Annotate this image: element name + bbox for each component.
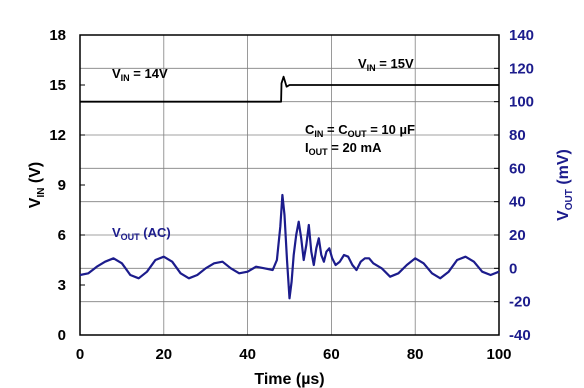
annotation-cap-p2: = C [323, 122, 348, 137]
y-left-tick-label: 18 [49, 27, 66, 44]
annotation-cap-p3: = 10 µF [367, 122, 415, 137]
y-right-title-sub: OUT [564, 189, 575, 210]
y-right-tick-label: 20 [509, 227, 526, 244]
annotation-capacitance: CIN = COUT = 10 µF [305, 122, 415, 139]
annotation-vin-15v: VIN = 15V [358, 56, 414, 73]
annotation-vout-rest: (AC) [140, 225, 171, 240]
x-tick-label: 40 [239, 346, 256, 363]
y-left-axis-ticks: 0 3 6 9 12 15 18 [49, 27, 85, 344]
y-right-tick-label: 120 [509, 60, 534, 77]
y-left-axis-title: VIN (V) [27, 162, 47, 208]
x-tick-label: 80 [407, 346, 424, 363]
annotation-cap-s2: OUT [348, 129, 368, 139]
annotation-vin-15v-main: V [358, 56, 367, 71]
annotation-vin-15v-sub: IN [367, 63, 376, 73]
y-right-axis-title: VOUT (mV) [555, 149, 575, 221]
y-left-tick-label: 12 [49, 127, 66, 144]
annotation-vout-main: V [112, 225, 121, 240]
y-right-tick-label: 0 [509, 260, 517, 277]
annotation-cap-p1: C [305, 122, 315, 137]
y-left-title-rest: (V) [27, 162, 44, 188]
annotation-iout: IOUT = 20 mA [305, 140, 382, 157]
y-right-tick-label: 100 [509, 94, 534, 111]
y-right-tick-label: 60 [509, 160, 526, 177]
x-tick-label: 100 [486, 346, 511, 363]
x-axis-ticks: 0 20 40 60 80 100 [76, 346, 512, 363]
x-tick-label: 20 [155, 346, 172, 363]
annotation-vin-14v-rest: = 14V [130, 66, 168, 81]
y-left-tick-label: 3 [58, 277, 66, 294]
series-line-vin [80, 75, 499, 103]
y-right-tick-label: -20 [509, 294, 531, 311]
annotation-iout-s1: OUT [309, 147, 329, 157]
y-left-tick-label: 9 [58, 177, 66, 194]
annotation-vin-14v-sub: IN [121, 73, 130, 83]
y-left-tick-label: 0 [58, 327, 66, 344]
y-right-title-main: V [555, 210, 572, 221]
y-left-title-main: V [27, 197, 44, 208]
x-tick-label: 60 [323, 346, 340, 363]
x-axis-title: Time (µs) [254, 371, 324, 388]
annotation-vout-ac: VOUT (AC) [112, 225, 171, 242]
x-tick-label: 0 [76, 346, 84, 363]
y-left-tick-label: 15 [49, 77, 66, 94]
annotation-vin-14v-main: V [112, 66, 121, 81]
y-left-title-sub: IN [36, 188, 47, 198]
annotation-vin-14v: VIN = 14V [112, 66, 168, 83]
annotation-cap-s1: IN [314, 129, 323, 139]
y-right-tick-label: 40 [509, 194, 526, 211]
series-line-vout [79, 193, 500, 300]
plot-series [79, 75, 500, 300]
y-right-axis-ticks: -40 -20 0 20 40 60 80 100 120 140 [494, 27, 534, 344]
y-right-tick-label: 140 [509, 27, 534, 44]
y-right-tick-label: 80 [509, 127, 526, 144]
annotation-vin-15v-rest: = 15V [376, 56, 414, 71]
annotation-iout-p2: = 20 mA [328, 140, 382, 155]
annotation-iout-p1: I [305, 140, 309, 155]
y-left-tick-label: 6 [58, 227, 66, 244]
y-right-tick-label: -40 [509, 327, 531, 344]
annotation-vout-sub: OUT [121, 232, 141, 242]
y-right-title-rest: (mV) [555, 149, 572, 189]
